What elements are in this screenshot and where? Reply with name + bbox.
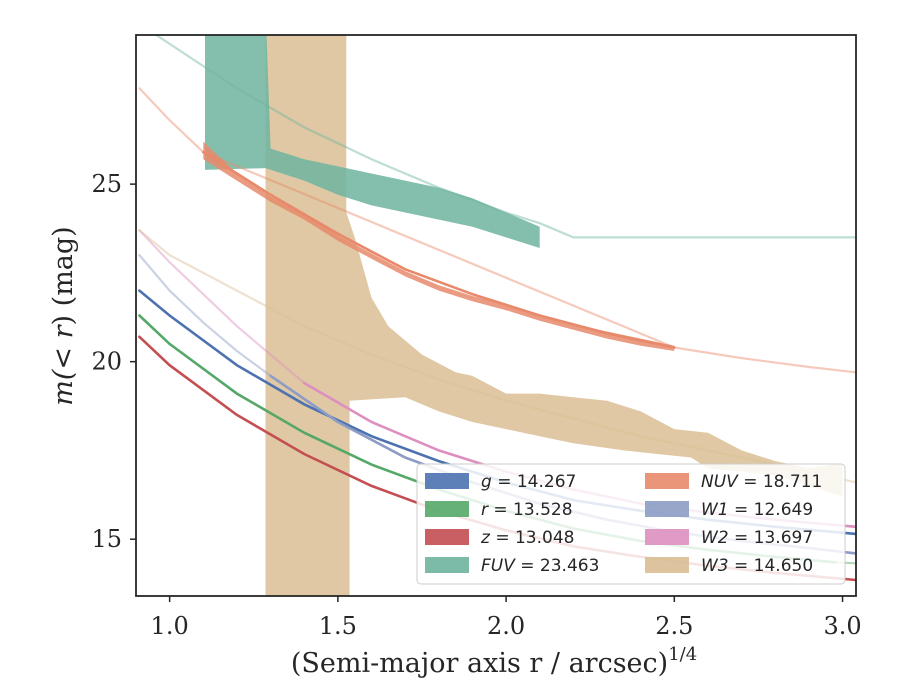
legend-swatch-w1 — [645, 501, 689, 517]
y-tick-label: 20 — [91, 348, 122, 376]
legend-label-z: z = 13.048 — [480, 528, 574, 548]
uncertainty-bands — [203, 35, 843, 596]
x-tick-label: 2.5 — [655, 612, 693, 640]
legend-swatch-g — [425, 473, 469, 489]
legend-label-g: g = 14.267 — [481, 472, 576, 492]
legend-swatch-nuv — [645, 473, 689, 489]
series-line-nuv — [202, 150, 676, 349]
legend-label-fuv: FUV = 23.463 — [481, 556, 599, 576]
y-axis-label: m(< r) (mag) — [48, 226, 79, 405]
plot-frame — [135, 34, 857, 597]
band-fuv — [205, 35, 540, 248]
legend-label-w1: W1 = 12.649 — [701, 500, 813, 520]
series-line-w1-faint — [138, 254, 272, 377]
legend-swatch-w3 — [645, 557, 689, 573]
legend-swatch-r — [425, 501, 469, 517]
legend-box — [416, 463, 846, 585]
x-tick-label: 2.0 — [487, 612, 525, 640]
x-axis-label: (Semi-major axis r / arcsec)1/4 — [291, 644, 697, 679]
band-w3 — [265, 35, 843, 596]
series-line-w2-faint — [138, 229, 306, 385]
series-line-fuv-faint — [155, 35, 856, 239]
legend-label-nuv: NUV = 18.711 — [701, 472, 822, 492]
x-tick-label: 1.5 — [319, 612, 357, 640]
legend-label-w3: W3 = 14.650 — [701, 556, 813, 576]
x-axis-ticks: 1.0 1.5 2.0 2.5 3.0 — [151, 596, 862, 640]
x-tick-label: 1.0 — [151, 612, 189, 640]
x-tick-label: 3.0 — [823, 612, 861, 640]
legend-swatch-w2 — [645, 529, 689, 545]
legend-swatch-z — [425, 529, 469, 545]
legend-label-w2: W2 = 13.697 — [701, 528, 813, 548]
legend: g = 14.267 r = 13.528 z = 13.048 FUV = 23.4… — [416, 463, 846, 585]
y-tick-label: 15 — [91, 525, 122, 553]
y-tick-label: 25 — [91, 170, 122, 198]
y-axis-ticks: 15 20 25 — [91, 170, 136, 553]
legend-swatch-fuv — [425, 557, 469, 573]
legend-label-r: r = 13.528 — [481, 500, 573, 520]
series-line-w3-faint — [138, 229, 856, 484]
